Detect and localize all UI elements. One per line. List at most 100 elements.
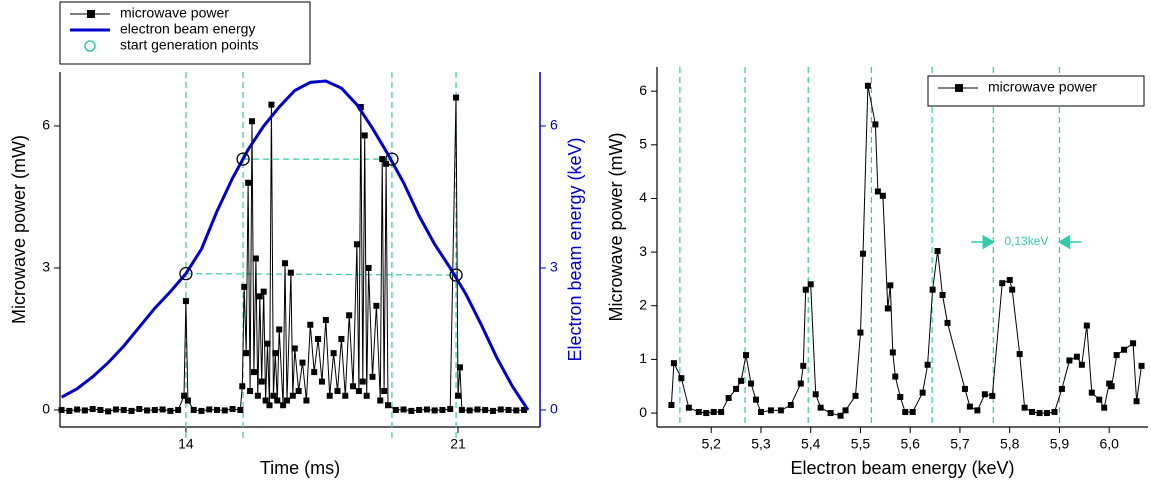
data-point — [817, 404, 824, 411]
legend-label: microwave power — [988, 79, 1097, 95]
data-point — [299, 359, 306, 366]
data-point — [852, 392, 859, 399]
y-tick-label: 6 — [42, 117, 50, 133]
data-point — [872, 121, 879, 128]
data-point — [175, 406, 182, 413]
data-point — [431, 407, 438, 414]
y-tick-label: 5 — [639, 135, 647, 151]
x-axis-title: Electron beam energy (keV) — [790, 458, 1014, 478]
data-point — [743, 352, 750, 359]
data-point — [924, 361, 931, 368]
data-point — [752, 396, 759, 403]
data-point — [748, 380, 755, 387]
data-point — [307, 321, 314, 328]
data-point — [260, 288, 267, 295]
data-point — [369, 373, 376, 380]
data-point — [827, 410, 834, 417]
x-tick-label: 6,0 — [1099, 436, 1119, 452]
data-point — [725, 395, 732, 402]
data-point — [1009, 286, 1016, 293]
data-point — [1021, 404, 1028, 411]
data-point — [454, 392, 461, 399]
data-point — [1130, 340, 1137, 347]
data-point — [283, 397, 290, 404]
data-point — [1113, 352, 1120, 359]
data-point — [919, 389, 926, 396]
data-point — [1108, 383, 1115, 390]
data-point — [456, 364, 463, 371]
data-point — [287, 269, 294, 276]
data-point — [466, 407, 473, 414]
data-point — [89, 406, 96, 413]
data-point — [1044, 410, 1051, 417]
data-point — [966, 403, 973, 410]
data-point — [74, 406, 81, 413]
data-point — [322, 317, 329, 324]
data-point — [159, 406, 166, 413]
y2-tick-label: 6 — [550, 117, 558, 133]
data-point — [668, 402, 675, 409]
data-point — [929, 286, 936, 293]
x-tick-label: 21 — [450, 436, 466, 452]
data-point — [787, 402, 794, 409]
data-point — [184, 397, 191, 404]
data-point — [944, 319, 951, 326]
data-point — [999, 280, 1006, 287]
data-point — [105, 408, 112, 415]
data-point — [447, 406, 454, 413]
data-point — [179, 266, 193, 281]
data-point — [256, 293, 263, 300]
data-point — [266, 402, 273, 409]
data-point — [974, 407, 981, 414]
y-tick-label: 6 — [639, 82, 647, 98]
data-point — [385, 402, 392, 409]
data-point — [385, 152, 399, 166]
data-point — [718, 408, 725, 415]
data-point — [128, 407, 135, 414]
y-axis-title: Microwave power (mW) — [606, 132, 626, 321]
data-point — [112, 406, 119, 413]
x-tick-label: 5,9 — [1050, 436, 1070, 452]
data-point — [1066, 357, 1073, 364]
data-point — [887, 282, 894, 289]
data-point — [892, 373, 899, 380]
data-point — [733, 385, 740, 392]
y-tick-label: 3 — [639, 243, 647, 259]
data-point — [190, 406, 197, 413]
annotation: 0,13keV — [1004, 234, 1048, 248]
data-point — [1083, 322, 1090, 329]
x-tick-label: 5,7 — [950, 436, 970, 452]
data-point — [254, 392, 261, 399]
data-point — [1016, 351, 1023, 358]
data-point — [797, 380, 804, 387]
data-point — [909, 408, 916, 415]
data-point — [1029, 408, 1036, 415]
data-point — [453, 94, 460, 101]
data-point — [842, 407, 849, 414]
data-point — [1006, 276, 1013, 283]
data-point — [357, 104, 364, 111]
series-line — [61, 97, 525, 412]
data-point — [392, 406, 399, 413]
data-point — [58, 406, 65, 413]
data-point — [482, 406, 489, 413]
plot: 5,2 5,3 5,4 5,5 5,6 5,7 5,8 5,9 6,0 0 1 2 3 4 5 6 Electr… — [606, 67, 1148, 478]
legend-box — [59, 1, 311, 65]
legend-box — [927, 75, 1145, 107]
data-point — [363, 392, 370, 399]
data-point — [521, 406, 528, 413]
y2-axis-title: Electron beam energy (keV) — [565, 137, 585, 361]
data-point — [373, 302, 380, 309]
data-point — [346, 312, 353, 319]
series-line — [670, 85, 1142, 417]
x-tick-label: 14 — [178, 436, 194, 452]
data-point — [338, 335, 345, 342]
data-point — [710, 408, 717, 415]
data-point — [423, 406, 430, 413]
data-point — [167, 407, 174, 414]
y2-tick-label: 0 — [550, 401, 558, 417]
data-point — [1088, 389, 1095, 396]
data-point — [874, 188, 881, 195]
data-point — [365, 264, 372, 271]
